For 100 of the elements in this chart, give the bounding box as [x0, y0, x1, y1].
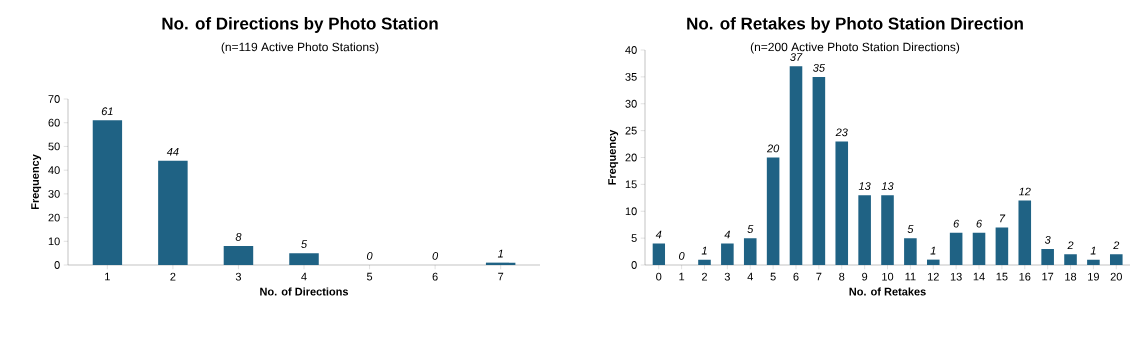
y-tick-label: 0 [54, 261, 60, 269]
data-label: 7 [999, 214, 1006, 223]
data-label: 61 [101, 107, 113, 116]
y-tick-label: 30 [48, 189, 60, 198]
y-tick-label: 0 [631, 261, 637, 269]
bar [743, 238, 757, 265]
x-tick-label: 3 [235, 272, 242, 281]
y-tick-label: 70 [48, 95, 60, 103]
y-tick-label: 40 [625, 46, 637, 54]
y-tick-label: 10 [48, 237, 60, 246]
data-label: 5 [907, 225, 914, 233]
x-tick-label: 0 [656, 272, 662, 281]
y-tick-label: 5 [631, 234, 637, 242]
x-tick-label: 17 [1042, 272, 1054, 281]
bar [812, 76, 826, 265]
chart-subtitle: (n=200 Active Photo Station Directions) [750, 42, 960, 54]
x-tick-label: 3 [724, 272, 730, 281]
bar [881, 195, 894, 265]
bar [289, 253, 319, 265]
data-label: 0 [432, 252, 439, 260]
data-label: 5 [747, 225, 754, 233]
data-label: 5 [301, 240, 308, 248]
data-label: 44 [166, 147, 179, 156]
bar [858, 195, 871, 265]
x-tick-label: 1 [105, 272, 110, 281]
bar [972, 232, 986, 265]
x-tick-label: 4 [301, 272, 307, 281]
data-label: 13 [858, 182, 871, 190]
y-tick-label: 35 [625, 73, 637, 81]
data-label: 6 [976, 219, 983, 228]
y-tick-label: 20 [48, 213, 60, 222]
chart-title: No. of Retakes by Photo Station Direction [687, 17, 1023, 33]
x-tick-label: 13 [950, 272, 962, 281]
data-label: 3 [1044, 235, 1051, 244]
data-label: 13 [881, 182, 894, 190]
bar [652, 243, 666, 265]
chart-title: No. of Directions by Photo Station [162, 17, 438, 33]
y-tick-label: 10 [625, 207, 637, 216]
x-tick-label: 11 [905, 272, 916, 281]
x-tick-label: 9 [862, 272, 868, 281]
x-tick-label: 5 [366, 272, 373, 281]
bar [904, 238, 917, 265]
data-label: 0 [366, 252, 373, 260]
x-axis-title: No. of Directions [260, 287, 349, 296]
y-tick-label: 25 [625, 126, 637, 135]
x-tick-label: 6 [432, 272, 438, 281]
bar [223, 246, 254, 265]
x-tick-label: 7 [498, 272, 504, 281]
data-label: 8 [235, 233, 242, 241]
bar [721, 243, 734, 265]
data-label: 2 [1113, 241, 1120, 250]
bar [1109, 254, 1123, 265]
data-label: 1 [930, 246, 936, 255]
data-label: 1 [701, 246, 707, 255]
x-tick-label: 19 [1088, 272, 1099, 281]
data-label: 6 [953, 219, 960, 228]
y-axis-title: Frequency [608, 129, 619, 185]
x-tick-label: 5 [770, 272, 776, 281]
x-tick-label: 10 [882, 272, 894, 281]
data-label: 4 [655, 230, 662, 239]
x-tick-label: 7 [816, 272, 822, 281]
x-tick-label: 6 [793, 272, 799, 281]
bar [926, 259, 940, 265]
data-label: 2 [1067, 241, 1074, 250]
data-label: 4 [724, 230, 731, 239]
chart-subtitle: (n=119 Active Photo Stations) [221, 42, 379, 54]
data-label: 1 [1090, 246, 1096, 255]
y-tick-label: 40 [48, 166, 60, 175]
data-label: 12 [1018, 187, 1031, 196]
y-tick-label: 15 [625, 180, 637, 189]
data-label: 35 [813, 63, 826, 72]
data-label: 0 [679, 252, 685, 260]
bar [835, 141, 849, 265]
x-tick-label: 12 [927, 272, 939, 281]
x-tick-label: 2 [170, 272, 176, 281]
y-tick-label: 30 [625, 99, 637, 108]
y-axis-title: Frequency [31, 154, 42, 210]
bar [995, 227, 1009, 265]
x-tick-label: 8 [839, 272, 845, 281]
y-tick-label: 20 [625, 153, 637, 162]
y-tick-label: 50 [48, 142, 60, 151]
data-label: 37 [790, 53, 803, 61]
bar [92, 120, 123, 265]
bar [1041, 248, 1054, 265]
y-tick-label: 60 [48, 118, 60, 127]
bar [158, 160, 188, 265]
x-tick-label: 4 [747, 272, 753, 281]
x-axis-title: No. of Retakes [849, 287, 926, 296]
bar [698, 259, 711, 265]
data-label: 20 [766, 144, 780, 153]
bar [1087, 259, 1100, 265]
data-label: 23 [835, 128, 848, 137]
x-tick-label: 1 [679, 272, 685, 281]
data-label: 1 [497, 249, 503, 258]
bar [766, 157, 780, 265]
bar [1064, 254, 1077, 265]
x-tick-label: 18 [1065, 272, 1077, 281]
bar [949, 232, 963, 265]
x-tick-label: 15 [996, 272, 1008, 281]
x-tick-label: 16 [1019, 272, 1031, 281]
